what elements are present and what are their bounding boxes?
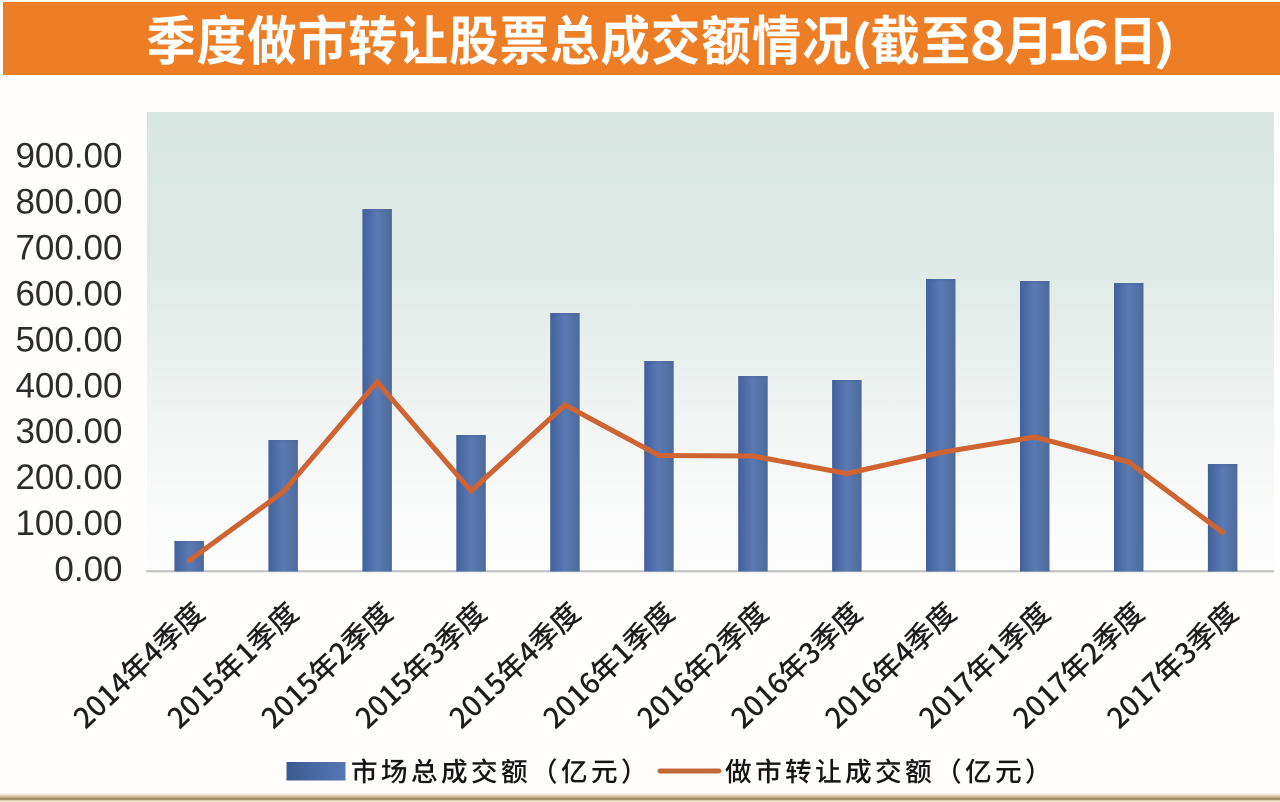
svg-text:600.00: 600.00 xyxy=(15,274,122,313)
svg-text:300.00: 300.00 xyxy=(15,412,122,451)
svg-text:0.00: 0.00 xyxy=(54,550,122,589)
svg-text:500.00: 500.00 xyxy=(15,320,122,359)
svg-text:200.00: 200.00 xyxy=(15,458,122,497)
svg-text:900.00: 900.00 xyxy=(15,137,122,176)
svg-text:800.00: 800.00 xyxy=(15,183,122,222)
svg-text:400.00: 400.00 xyxy=(15,366,122,405)
svg-text:100.00: 100.00 xyxy=(15,504,122,543)
svg-text:700.00: 700.00 xyxy=(15,229,122,268)
